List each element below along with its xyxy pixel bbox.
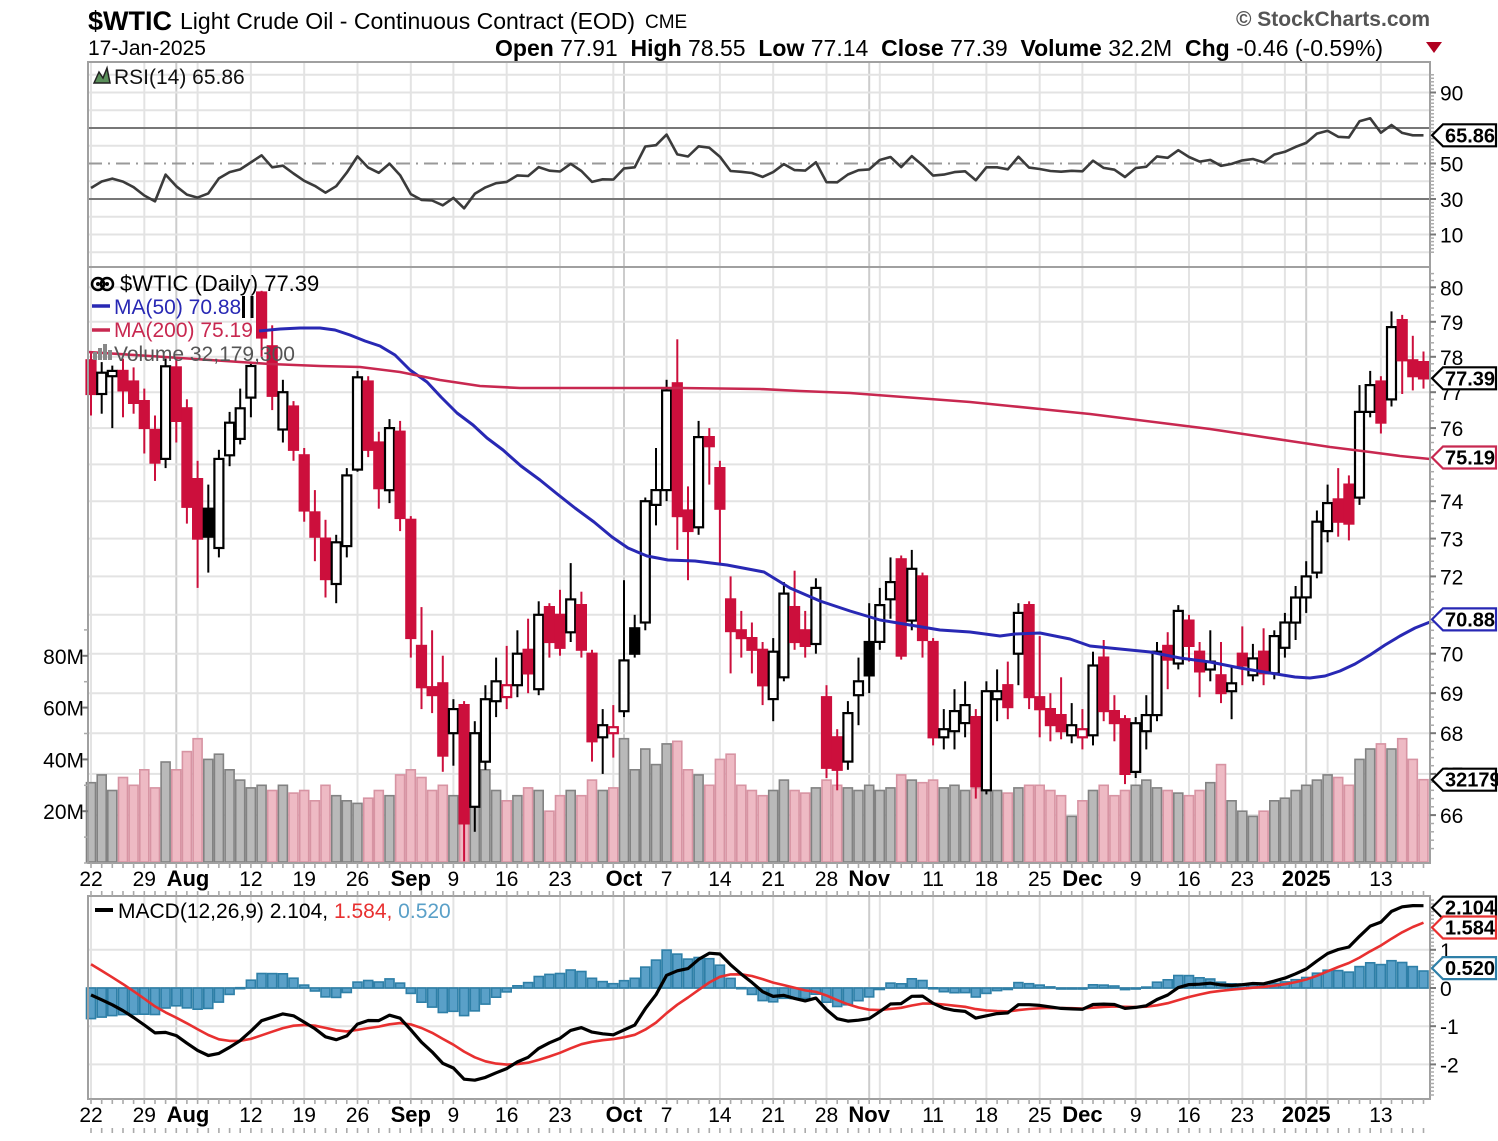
svg-text:Sep: Sep [391, 1102, 431, 1127]
svg-text:18: 18 [975, 868, 998, 891]
svg-text:22: 22 [79, 868, 102, 891]
svg-text:28: 28 [815, 868, 838, 891]
svg-text:Light Crude Oil - Continuous C: Light Crude Oil - Continuous Contract (E… [180, 8, 635, 34]
svg-text:32179: 32179 [1445, 770, 1498, 792]
svg-text:40M: 40M [43, 749, 84, 772]
svg-text:11: 11 [922, 1104, 944, 1127]
svg-text:2025: 2025 [1282, 1102, 1331, 1127]
svg-text:29: 29 [133, 868, 156, 891]
svg-text:Aug: Aug [167, 866, 210, 891]
svg-text:0: 0 [1440, 978, 1452, 1001]
svg-text:9: 9 [448, 868, 460, 891]
svg-text:66: 66 [1440, 805, 1463, 828]
svg-text:19: 19 [293, 1104, 316, 1127]
svg-text:23: 23 [548, 868, 571, 891]
svg-text:80M: 80M [43, 646, 84, 669]
svg-text:17-Jan-2025: 17-Jan-2025 [88, 37, 206, 60]
svg-text:13: 13 [1369, 868, 1392, 891]
svg-text:Sep: Sep [391, 866, 431, 891]
svg-text:1.584: 1.584 [1445, 918, 1496, 940]
svg-text:80: 80 [1440, 277, 1463, 300]
svg-text:CME: CME [645, 12, 687, 33]
svg-text:77.39: 77.39 [1445, 368, 1495, 390]
svg-text:MACD(12,26,9) 2.104, 1.584, 0.: MACD(12,26,9) 2.104, 1.584, 0.520 [118, 900, 451, 923]
svg-text:78: 78 [1440, 347, 1463, 370]
svg-text:MA(50) 70.88: MA(50) 70.88 [114, 296, 241, 319]
svg-text:-1: -1 [1440, 1016, 1459, 1039]
svg-text:12: 12 [239, 1104, 262, 1127]
svg-text:Aug: Aug [167, 1102, 210, 1127]
svg-text:Dec: Dec [1062, 866, 1102, 891]
svg-text:74: 74 [1440, 491, 1464, 514]
svg-text:0.520: 0.520 [1445, 958, 1495, 980]
svg-text:9: 9 [448, 1104, 460, 1127]
svg-text:70: 70 [1440, 644, 1463, 667]
svg-text:69: 69 [1440, 683, 1463, 706]
svg-text:10: 10 [1440, 225, 1463, 248]
svg-text:14: 14 [708, 868, 732, 891]
svg-text:19: 19 [293, 868, 316, 891]
svg-text:12: 12 [239, 868, 262, 891]
svg-text:26: 26 [346, 1104, 369, 1127]
svg-text:7: 7 [661, 1104, 673, 1127]
svg-text:16: 16 [1177, 868, 1200, 891]
svg-text:68: 68 [1440, 723, 1463, 746]
svg-text:60M: 60M [43, 698, 84, 721]
svg-text:16: 16 [495, 1104, 518, 1127]
svg-text:70.88: 70.88 [1445, 609, 1495, 631]
svg-text:23: 23 [1231, 868, 1254, 891]
svg-text:18: 18 [975, 1104, 998, 1127]
svg-text:16: 16 [1177, 1104, 1200, 1127]
svg-text:11: 11 [922, 868, 944, 891]
svg-text:23: 23 [548, 1104, 571, 1127]
svg-text:26: 26 [346, 868, 369, 891]
svg-text:Volume 32,179,300: Volume 32,179,300 [114, 343, 295, 366]
svg-text:Nov: Nov [848, 866, 890, 891]
svg-text:50: 50 [1440, 154, 1463, 177]
svg-text:29: 29 [133, 1104, 156, 1127]
svg-text:76: 76 [1440, 418, 1463, 441]
svg-text:$WTIC (Daily) 77.39: $WTIC (Daily) 77.39 [120, 271, 319, 296]
svg-text:25: 25 [1028, 868, 1051, 891]
svg-text:9: 9 [1130, 868, 1142, 891]
svg-text:MA(200) 75.19: MA(200) 75.19 [114, 319, 253, 342]
svg-text:Oct: Oct [606, 866, 643, 891]
svg-text:7: 7 [661, 868, 673, 891]
svg-text:Nov: Nov [848, 1102, 890, 1127]
svg-text:© StockCharts.com: © StockCharts.com [1236, 8, 1430, 31]
svg-text:21: 21 [762, 1104, 785, 1127]
svg-text:Oct: Oct [606, 1102, 643, 1127]
svg-text:Dec: Dec [1062, 1102, 1102, 1127]
svg-text:72: 72 [1440, 566, 1463, 589]
svg-text:30: 30 [1440, 189, 1463, 212]
svg-text:75.19: 75.19 [1445, 448, 1495, 470]
svg-text:16: 16 [495, 868, 518, 891]
svg-text:9: 9 [1130, 1104, 1142, 1127]
svg-text:79: 79 [1440, 312, 1463, 335]
svg-text:23: 23 [1231, 1104, 1254, 1127]
svg-text:Open 77.91 High 78.55 Low 77: Open 77.91 High 78.55 Low 77.14 Close 77… [495, 35, 1383, 61]
svg-text:73: 73 [1440, 529, 1463, 552]
svg-text:13: 13 [1369, 1104, 1392, 1127]
svg-text:22: 22 [79, 1104, 102, 1127]
svg-text:65.86: 65.86 [1445, 125, 1495, 147]
svg-text:28: 28 [815, 1104, 838, 1127]
svg-text:-2: -2 [1440, 1054, 1459, 1077]
svg-text:25: 25 [1028, 1104, 1051, 1127]
svg-text:14: 14 [708, 1104, 732, 1127]
svg-text:RSI(14) 65.86: RSI(14) 65.86 [114, 66, 245, 89]
svg-text:90: 90 [1440, 83, 1463, 106]
svg-text:21: 21 [762, 868, 785, 891]
svg-text:$WTIC: $WTIC [88, 6, 172, 36]
svg-text:2025: 2025 [1282, 866, 1331, 891]
svg-text:1: 1 [1440, 940, 1452, 963]
svg-text:20M: 20M [43, 801, 84, 824]
svg-text:2.104: 2.104 [1445, 898, 1496, 920]
